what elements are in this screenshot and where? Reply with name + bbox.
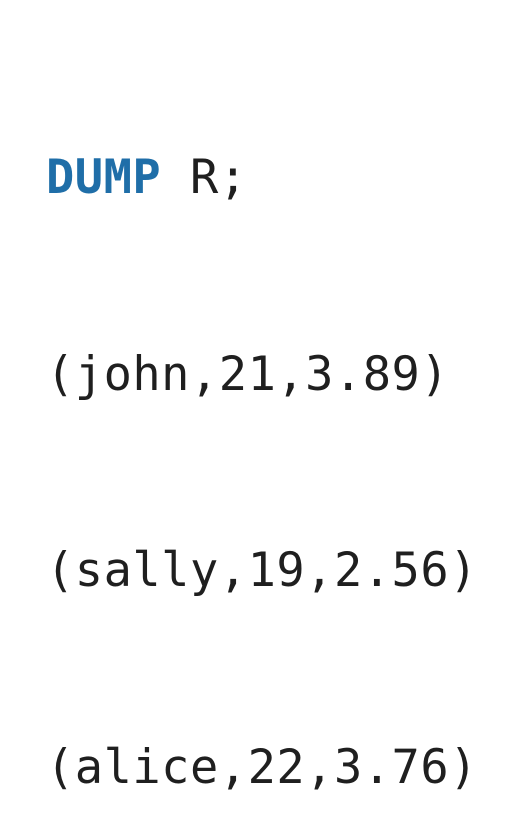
- command-line: DUMP R;: [46, 145, 478, 211]
- code-listing: DUMP R; (john,21,3.89) (sally,19,2.56) (…: [46, 14, 478, 828]
- dump-keyword: DUMP: [46, 150, 162, 205]
- command-argument: R;: [161, 150, 248, 205]
- output-line: (sally,19,2.56): [46, 543, 478, 598]
- output-line: (alice,22,3.76): [46, 739, 478, 795]
- output-line: (john,21,3.89): [46, 346, 450, 402]
